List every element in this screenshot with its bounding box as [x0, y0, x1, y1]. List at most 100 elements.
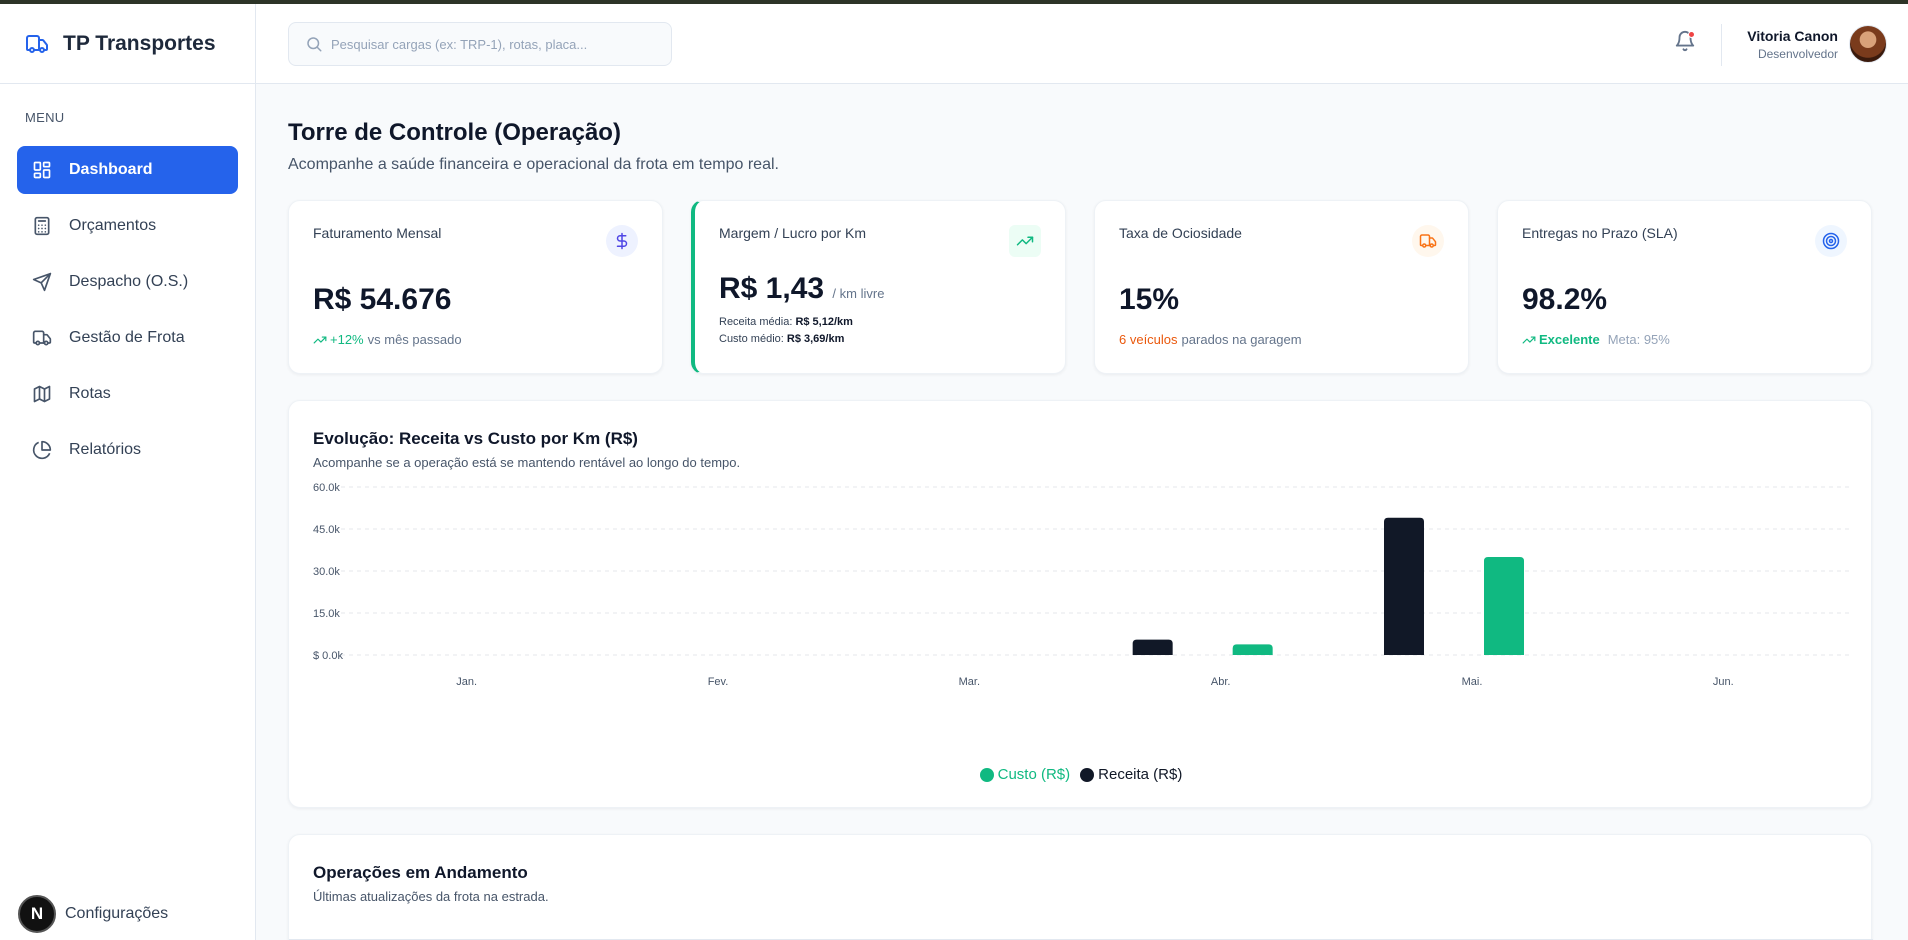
calculator-icon — [34, 216, 50, 236]
truck-icon — [1412, 225, 1444, 257]
chart-legend: Custo (R$) Receita (R$) — [289, 766, 1873, 783]
sidebar-item-label: Gestão de Frota — [69, 329, 185, 346]
sidebar-item-dashboard[interactable]: Dashboard — [17, 146, 238, 194]
kpi-footer: +12% vs mês passado — [313, 332, 462, 347]
brand-name: TP Transportes — [63, 31, 216, 55]
kpi-card-sla: Entregas no Prazo (SLA) 98.2% Excelente … — [1497, 200, 1872, 374]
sidebar-nav: Dashboard Orçamentos Despacho (O.S.) Ges… — [0, 134, 255, 474]
x-tick-label: Mai. — [1462, 676, 1483, 688]
sidebar-item-rotas[interactable]: Rotas — [17, 370, 238, 418]
kpi-value: 98.2% — [1522, 283, 1608, 316]
trending-up-icon — [1522, 336, 1536, 343]
operations-card: Operações em Andamento Últimas atualizaç… — [288, 834, 1873, 940]
bar-custo — [1484, 557, 1524, 655]
user-name: Vitoria Canon — [1747, 28, 1838, 44]
kpi-title: Entregas no Prazo (SLA) — [1522, 225, 1678, 241]
sidebar-item-label: Dashboard — [69, 161, 153, 178]
y-tick-label: $ 0.0k — [313, 650, 343, 662]
kpi-card-margin: Margem / Lucro por Km R$ 1,43 / km livre… — [691, 200, 1066, 374]
notification-dot — [1688, 31, 1695, 38]
bar-receita — [1384, 517, 1424, 655]
avg-cost-value: R$ 3,69/km — [786, 333, 845, 345]
kpi-title: Taxa de Ociosidade — [1119, 225, 1242, 241]
truck-icon — [26, 34, 48, 53]
y-tick-label: 30.0k — [313, 566, 340, 578]
n-badge[interactable]: N — [18, 895, 56, 933]
kpi-value: R$ 1,43 — [719, 272, 825, 305]
layout-dashboard-icon — [33, 161, 51, 179]
legend-item[interactable]: Custo (R$) — [979, 766, 1071, 783]
legend-swatch — [1080, 767, 1095, 782]
chart-card: Evolução: Receita vs Custo por Km (R$) A… — [288, 400, 1872, 808]
kpi-value-row: R$ 1,43 / km livre — [719, 272, 884, 306]
kpi-value: R$ 54.676 — [313, 283, 452, 316]
legend-label: Receita (R$) — [1098, 766, 1183, 783]
sidebar-item-label: Configurações — [65, 905, 169, 922]
avg-revenue-line: Receita média: R$ 5,12/km — [719, 316, 853, 328]
chart-title: Evolução: Receita vs Custo por Km (R$) — [313, 429, 638, 448]
header-divider — [1721, 24, 1722, 66]
search-bar[interactable] — [288, 22, 672, 66]
pie-chart-icon — [32, 440, 52, 460]
kpi-unit: / km livre — [832, 286, 885, 301]
target-icon — [1815, 225, 1847, 257]
avg-revenue-label: Receita média: — [719, 316, 793, 328]
bar-receita — [1132, 639, 1173, 655]
search-input[interactable] — [331, 36, 651, 52]
avatar[interactable] — [1849, 25, 1887, 63]
sidebar-item-label: Orçamentos — [69, 217, 157, 234]
kpi-note: vs mês passado — [367, 332, 462, 347]
map-icon — [33, 385, 51, 403]
dollar-icon — [606, 225, 638, 257]
x-tick-label: Jan. — [456, 676, 477, 688]
bar-custo — [1232, 644, 1273, 655]
user-role: Desenvolvedor — [1757, 47, 1838, 61]
legend-item[interactable]: Receita (R$) — [1080, 766, 1182, 783]
sla-status: Excelente — [1522, 332, 1600, 347]
user-menu[interactable]: Vitoria Canon Desenvolvedor — [1747, 28, 1838, 61]
x-tick-label: Abr. — [1211, 676, 1231, 688]
kpi-delta: +12% — [330, 332, 364, 347]
sidebar-item-label: Rotas — [69, 385, 111, 402]
x-tick-label: Jun. — [1713, 676, 1734, 688]
y-tick-label: 45.0k — [313, 524, 340, 536]
kpi-footer: 6 veículos parados na garagem — [1119, 332, 1302, 347]
kpi-title: Faturamento Mensal — [313, 225, 442, 241]
send-icon — [32, 272, 52, 292]
search-icon — [307, 37, 322, 52]
top-stripe — [0, 0, 1908, 4]
page-subtitle: Acompanhe a saúde financeira e operacion… — [288, 156, 779, 173]
sla-goal: Meta: 95% — [1607, 332, 1670, 347]
sidebar-item-gestao-frota[interactable]: Gestão de Frota — [17, 314, 238, 362]
sidebar: TP Transportes MENU Dashboard Orçamentos… — [0, 4, 256, 940]
chart-subtitle: Acompanhe se a operação está se mantendo… — [313, 455, 741, 470]
operations-subtitle: Últimas atualizações da frota na estrada… — [313, 889, 549, 904]
kpi-footer: Excelente Meta: 95% — [1522, 332, 1670, 347]
top-header: Vitoria Canon Desenvolvedor — [256, 4, 1908, 84]
legend-label: Custo (R$) — [997, 766, 1071, 783]
avg-cost-line: Custo médio: R$ 3,69/km — [719, 333, 844, 345]
legend-swatch — [979, 767, 994, 782]
trending-up-icon — [1009, 225, 1041, 257]
trend-up: +12% — [313, 332, 364, 347]
sla-status-label: Excelente — [1539, 332, 1600, 347]
revenue-cost-chart: $ 0.0k 15.0k 30.0k 45.0k 60.0k Jan. Fev. Mar. A… — [313, 482, 1849, 688]
avg-cost-label: Custo médio: — [719, 333, 784, 345]
sidebar-item-relatorios[interactable]: Relatórios — [17, 426, 238, 474]
sidebar-item-despacho[interactable]: Despacho (O.S.) — [17, 258, 238, 306]
brand[interactable]: TP Transportes — [0, 4, 255, 84]
notifications-button[interactable] — [1674, 30, 1696, 52]
sidebar-item-configuracoes[interactable]: N Configurações — [18, 888, 168, 940]
kpi-title: Margem / Lucro por Km — [719, 225, 867, 241]
bell-icon — [1675, 31, 1695, 52]
page-title: Torre de Controle (Operação) — [288, 119, 621, 146]
sidebar-item-orcamentos[interactable]: Orçamentos — [17, 202, 238, 250]
y-tick-label: 60.0k — [313, 482, 340, 494]
sidebar-item-label: Despacho (O.S.) — [69, 273, 189, 290]
x-tick-label: Fev. — [708, 676, 729, 688]
operations-title: Operações em Andamento — [313, 863, 528, 882]
kpi-card-idle: Taxa de Ociosidade 15% 6 veículos parado… — [1094, 200, 1469, 374]
truck-icon — [32, 330, 52, 346]
idle-vehicles-count: 6 veículos — [1119, 332, 1178, 347]
kpi-card-revenue: Faturamento Mensal R$ 54.676 +12% vs mês… — [288, 200, 663, 374]
